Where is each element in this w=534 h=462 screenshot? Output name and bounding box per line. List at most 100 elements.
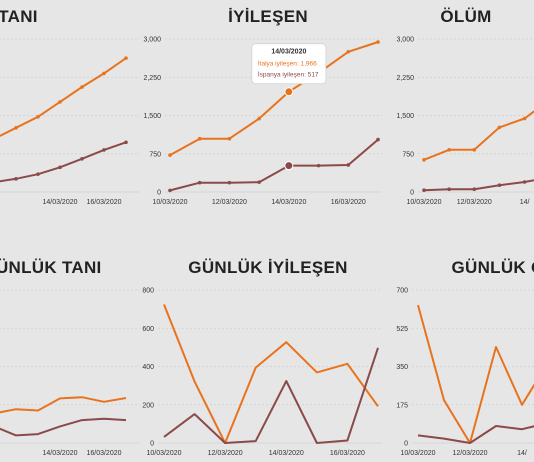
series-line-2 [163,347,379,444]
data-point [102,71,106,76]
data-point [197,180,202,185]
data-point [422,188,426,193]
x-tick-label: 14/03/2020 [42,199,77,206]
series-line-1 [0,396,127,414]
tooltip-box [251,43,327,85]
x-tick-label: 10/03/2020 [406,199,441,206]
data-point [257,116,261,121]
y-tick-label: 600 [142,326,154,333]
data-point [316,163,321,168]
chart-title: TANI [0,7,38,26]
y-tick-label: 0 [150,441,154,448]
y-tick-label: 0 [404,441,408,448]
tooltip-italy: İtalya iyileşen: 1,966 [258,59,317,68]
series-line-1 [169,41,379,156]
data-point [522,180,527,184]
y-tick-label: 700 [396,288,408,295]
data-point [422,158,426,162]
x-tick-label: 14/03/2020 [42,450,77,457]
data-point [284,87,294,97]
data-point [346,163,351,167]
chart-panel-1: TANI 14/03/2020 16/03/2020 [0,7,140,206]
y-tick-label: 750 [149,151,161,158]
series-line-2 [417,425,534,444]
data-point [80,157,84,161]
x-tick-label: 12/03/2020 [457,199,492,206]
data-point [522,116,527,121]
series-line-2 [0,417,127,437]
x-tick-label: 10/03/2020 [146,450,181,457]
chart-title: GÜNLÜK Ö [451,258,534,277]
x-tick-label: 16/03/2020 [330,450,365,457]
data-point [227,136,232,141]
tooltip-date: 14/03/2020 [271,49,306,56]
data-point [257,180,261,184]
y-tick-label: 525 [396,326,408,333]
x-tick-label: 14/ [517,450,527,457]
y-tick-label: 0 [157,190,161,197]
data-point [36,172,40,176]
data-point [376,137,380,142]
data-point [284,161,294,171]
data-point [168,188,172,193]
x-tick-label: 16/03/2020 [86,450,121,457]
series-line-1 [417,304,534,444]
y-tick-label: 2,250 [143,75,161,82]
data-point [124,56,128,60]
series-line-1 [0,57,127,137]
data-point [227,180,232,185]
data-point [102,148,106,152]
y-tick-label: 200 [142,402,154,409]
y-tick-label: 350 [396,364,408,371]
chart-title: İYİLEŞEN [228,7,308,26]
series-line-2 [169,138,379,192]
data-point [447,187,451,191]
chart-panel-6: GÜNLÜK Ö 0 175 350 525 700 10/03/2020 12/03/202… [396,258,534,457]
series-line-1 [163,304,379,444]
y-tick-label: 3,000 [396,37,414,44]
chart-title: ÖLÜM [440,7,491,26]
data-point [58,165,62,170]
data-point [376,40,380,44]
x-tick-label: 14/ [520,199,530,206]
chart-panel-2: İYİLEŞEN 0 750 1,500 2,250 3,000 10/03/2020 12/… [143,7,382,206]
data-point [472,187,477,191]
chart-panel-4: GÜNLÜK TANI 14/03/2020 16/03/2020 [0,258,140,457]
data-point [497,125,502,130]
x-tick-label: 16/03/2020 [331,199,366,206]
y-tick-label: 800 [142,288,154,295]
y-tick-label: 1,500 [396,113,414,120]
y-tick-label: 0 [410,190,414,197]
chart-panel-5: GÜNLÜK İYİLEŞEN 0 200 400 600 800 10/03/2020 12… [142,258,382,457]
chart-title: GÜNLÜK TANI [0,258,102,277]
series-line-2 [0,141,127,183]
tooltip: 14/03/2020 İtalya iyileşen: 1,966 İspanya … [251,43,327,85]
tooltip-spain: İspanya iyileşen: 517 [258,70,319,79]
data-point [14,126,18,130]
data-point [497,183,502,188]
y-tick-label: 1,500 [143,113,161,120]
y-tick-label: 400 [142,364,154,371]
x-tick-label: 16/03/2020 [86,199,121,206]
data-point [124,140,128,145]
y-tick-label: 175 [396,402,408,409]
x-tick-label: 12/03/2020 [212,199,247,206]
data-point [58,100,62,104]
y-tick-label: 2,250 [396,75,414,82]
data-point [80,85,84,89]
x-tick-label: 12/03/2020 [452,450,487,457]
data-point [168,153,172,157]
data-point [346,50,351,54]
y-tick-label: 3,000 [143,37,161,44]
x-tick-label: 10/03/2020 [400,450,435,457]
x-tick-label: 12/03/2020 [208,450,243,457]
series-line-1 [423,110,534,161]
x-tick-label: 10/03/2020 [152,199,187,206]
x-tick-label: 14/03/2020 [271,199,306,206]
data-point [14,177,18,181]
x-tick-label: 14/03/2020 [269,450,304,457]
data-point [36,114,40,119]
data-point [197,136,202,141]
